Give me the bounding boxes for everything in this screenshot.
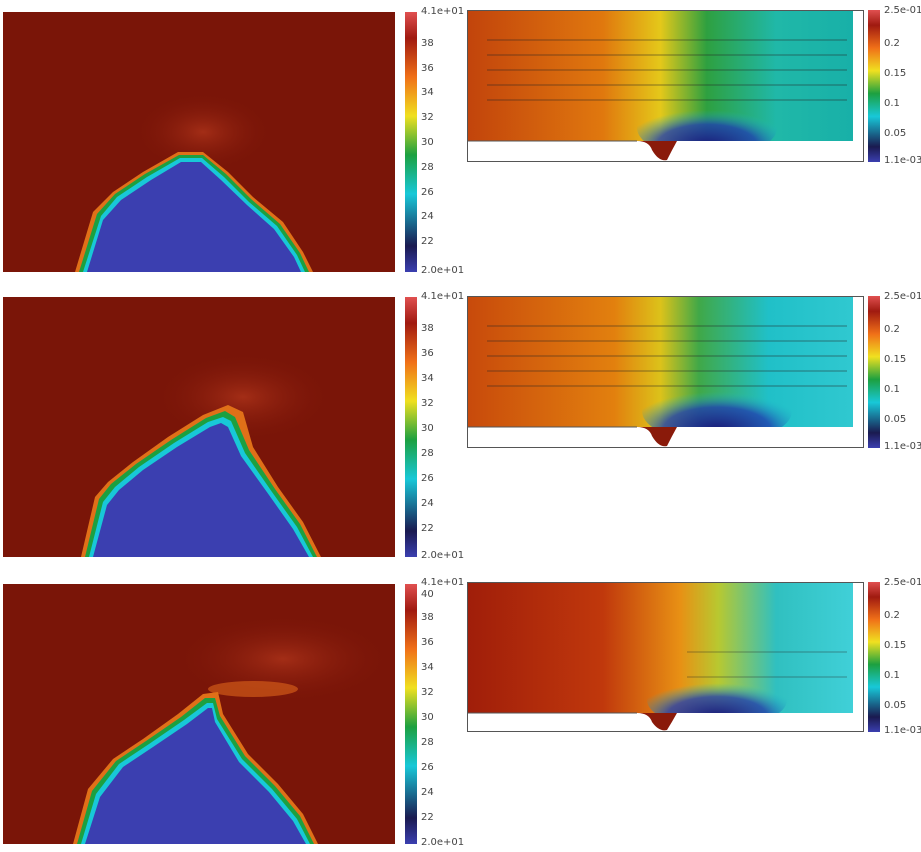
flow-max-label-1: 2.5e-01 (884, 5, 921, 16)
temperature-tick: 38 (421, 323, 434, 334)
temperature-max-label-1: 4.1e+01 (421, 6, 465, 17)
temperature-tick: 30 (421, 137, 434, 148)
flow-tick: 0.15 (884, 640, 907, 651)
flow-tick: 0.1 (884, 384, 900, 395)
temperature-field-3 (3, 584, 395, 844)
temperature-tick: 28 (421, 448, 434, 459)
flow-colorbar-3 (868, 582, 880, 732)
flow-field-2 (467, 296, 864, 448)
flow-colorbar-1 (868, 10, 880, 162)
temperature-colorbar-2 (405, 297, 417, 557)
temperature-tick: 26 (421, 187, 434, 198)
temperature-tick: 22 (421, 523, 434, 534)
temperature-tick: 34 (421, 662, 434, 673)
flow-panel-1 (467, 10, 864, 162)
flow-tick: 0.15 (884, 68, 907, 79)
temperature-field-1 (3, 12, 395, 272)
temperature-tick: 32 (421, 398, 434, 409)
flow-max-label-3: 2.5e-01 (884, 577, 921, 588)
temperature-panel-3 (3, 584, 395, 844)
flow-panel-2 (467, 296, 864, 448)
temperature-min-label-1: 2.0e+01 (421, 265, 465, 276)
temperature-tick: 28 (421, 162, 434, 173)
temperature-field-2 (3, 297, 395, 557)
temperature-tick: 28 (421, 737, 434, 748)
temperature-tick: 26 (421, 762, 434, 773)
temperature-tick: 38 (421, 38, 434, 49)
temperature-panel-1 (3, 12, 395, 272)
temperature-tick: 34 (421, 87, 434, 98)
temperature-colorbar-1 (405, 12, 417, 272)
temperature-extra-tick-3: 40 (421, 589, 434, 600)
temperature-panel-2 (3, 297, 395, 557)
flow-tick: 0.05 (884, 414, 907, 425)
flow-tick: 0.2 (884, 610, 900, 621)
flow-colorbar-2 (868, 296, 880, 448)
temperature-tick: 30 (421, 712, 434, 723)
flow-tick: 0.15 (884, 354, 907, 365)
flow-min-label-3: 1.1e-03 (884, 725, 921, 736)
temperature-max-label-2: 4.1e+01 (421, 291, 465, 302)
temperature-tick: 34 (421, 373, 434, 384)
flow-min-label-1: 1.1e-03 (884, 155, 921, 166)
temperature-min-label-3: 2.0e+01 (421, 837, 465, 848)
flow-max-label-2: 2.5e-01 (884, 291, 921, 302)
temperature-tick: 30 (421, 423, 434, 434)
flow-tick: 0.05 (884, 700, 907, 711)
flow-field-1 (467, 10, 864, 162)
temperature-tick: 26 (421, 473, 434, 484)
temperature-tick: 36 (421, 63, 434, 74)
temperature-tick: 24 (421, 211, 434, 222)
temperature-min-label-2: 2.0e+01 (421, 550, 465, 561)
flow-tick: 0.1 (884, 98, 900, 109)
temperature-tick: 36 (421, 348, 434, 359)
flow-tick: 0.2 (884, 324, 900, 335)
flow-panel-3 (467, 582, 864, 732)
temperature-tick: 22 (421, 812, 434, 823)
temperature-tick: 32 (421, 112, 434, 123)
flow-tick: 0.05 (884, 128, 907, 139)
temperature-tick: 36 (421, 637, 434, 648)
flow-min-label-2: 1.1e-03 (884, 441, 921, 452)
flow-tick: 0.2 (884, 38, 900, 49)
temperature-colorbar-3 (405, 584, 417, 844)
temperature-tick: 22 (421, 236, 434, 247)
temperature-tick: 24 (421, 498, 434, 509)
flow-tick: 0.1 (884, 670, 900, 681)
temperature-max-label-3: 4.1e+01 (421, 577, 465, 588)
temperature-tick: 24 (421, 787, 434, 798)
flow-field-3 (467, 582, 864, 732)
temperature-tick: 38 (421, 612, 434, 623)
temperature-tick: 32 (421, 687, 434, 698)
